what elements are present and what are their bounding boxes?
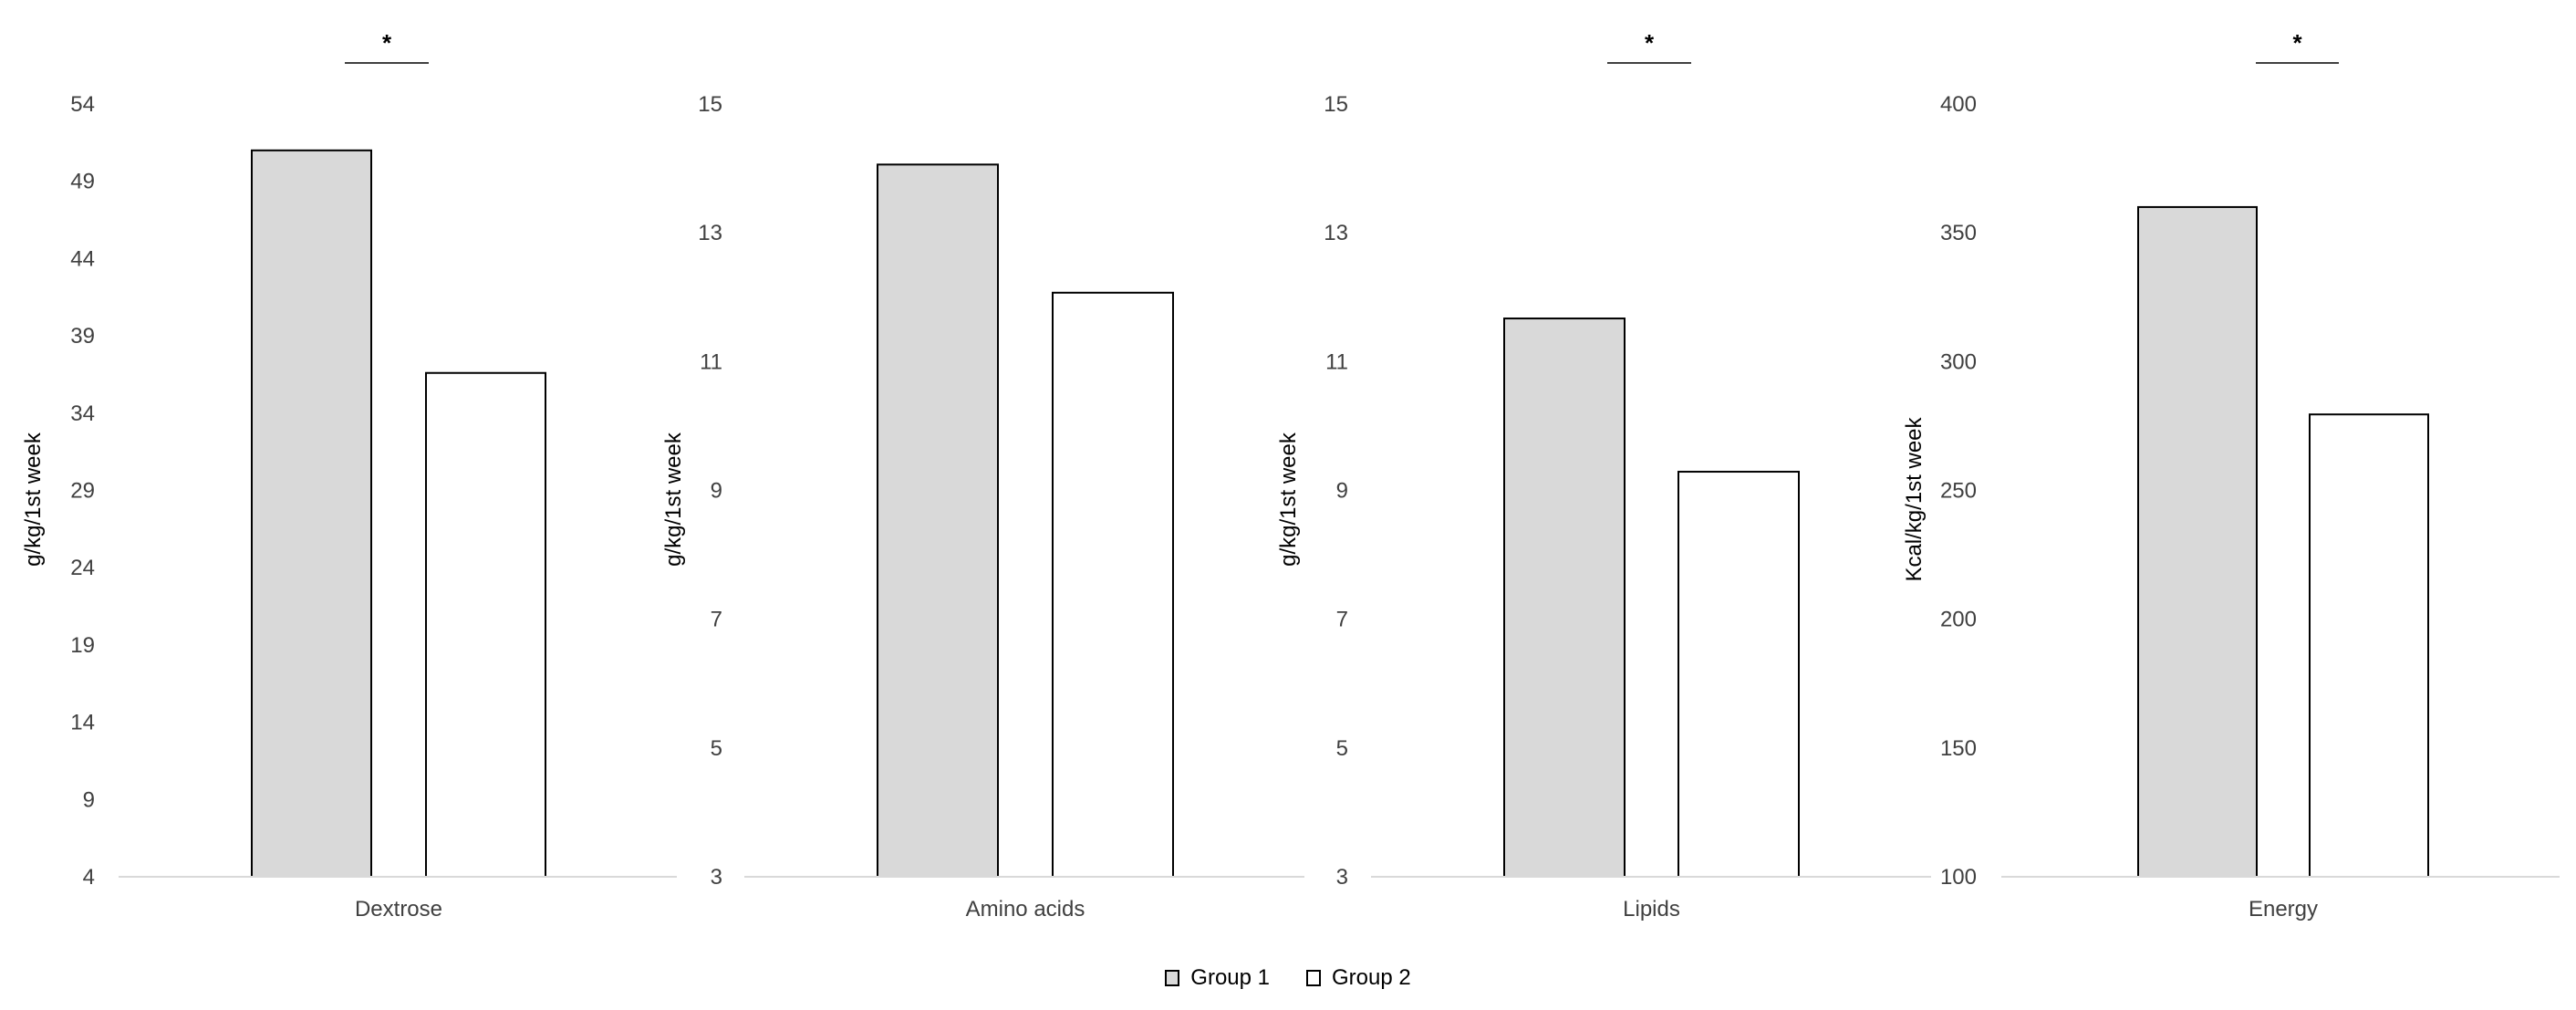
chart-panel-4: 100 150 200 250 300 350 400 Kcal/kg/1st week Ene…: [1902, 29, 2560, 921]
y-tick-label: 15: [1324, 92, 1348, 117]
bar-group-1: [1503, 318, 1626, 879]
y-tick-label: 9: [1336, 479, 1348, 504]
y-tick-label: 400: [1940, 92, 1977, 117]
y-tick-label: 44: [70, 246, 95, 271]
x-category-label: Lipids: [1623, 897, 1680, 921]
y-tick-label: 9: [83, 787, 95, 812]
y-tick-label: 7: [1336, 608, 1348, 632]
legend-item-group-1: Group 1: [1165, 965, 1270, 991]
x-category-label: Dextrose: [355, 897, 442, 921]
bar-group-2: [2309, 413, 2429, 878]
bar-group-1: [251, 149, 372, 878]
y-axis-label: g/kg/1st week: [1276, 432, 1301, 567]
y-tick-label: 3: [1336, 865, 1348, 890]
x-category-label: Amino acids: [966, 897, 1085, 921]
significance-marker: *: [2292, 29, 2302, 57]
legend-label-group-2: Group 2: [1332, 965, 1411, 990]
legend-swatch-group-2: [1306, 970, 1321, 986]
y-tick-label: 5: [711, 736, 722, 761]
y-tick-label: 200: [1940, 608, 1977, 632]
y-axis-label: Kcal/kg/1st week: [1902, 416, 1927, 581]
y-tick-label: 5: [1336, 736, 1348, 761]
y-tick-label: 300: [1940, 349, 1977, 374]
bar-group-1: [877, 163, 999, 878]
chart-panel-3: 3 5 7 9 11 13 15 g/kg/1st week Lipids *: [1276, 29, 1931, 921]
legend-item-group-2: Group 2: [1306, 965, 1411, 991]
y-tick-label: 54: [70, 92, 95, 117]
y-tick-label: 13: [1324, 221, 1348, 245]
y-tick-label: 250: [1940, 479, 1977, 504]
legend: Group 1 Group 2: [0, 960, 2576, 996]
y-tick-label: 11: [1325, 349, 1348, 374]
y-tick-label: 14: [70, 711, 95, 735]
bar-group-2: [1678, 471, 1800, 878]
x-category-label: Energy: [2249, 897, 2318, 921]
significance-marker: *: [382, 29, 392, 57]
y-tick-label: 24: [70, 556, 95, 580]
y-tick-label: 3: [711, 865, 722, 890]
y-tick-label: 13: [698, 221, 722, 245]
y-tick-label: 29: [70, 479, 95, 504]
legend-swatch-group-1: [1165, 970, 1180, 986]
legend-label-group-1: Group 1: [1190, 965, 1270, 990]
y-tick-label: 7: [711, 608, 722, 632]
y-tick-label: 100: [1940, 865, 1977, 890]
bar-group-1: [2137, 205, 2258, 878]
y-tick-label: 11: [700, 349, 722, 374]
bar-group-2: [1052, 291, 1174, 879]
y-tick-label: 49: [70, 170, 95, 194]
y-tick-label: 19: [70, 633, 95, 658]
significance-marker: *: [1645, 29, 1655, 57]
y-axis-label: g/kg/1st week: [21, 432, 46, 567]
y-axis-label: g/kg/1st week: [661, 432, 686, 567]
y-tick-label: 9: [711, 479, 722, 504]
y-tick-label: 15: [698, 92, 722, 117]
y-tick-label: 350: [1940, 221, 1977, 245]
bar-group-2: [425, 371, 546, 879]
y-tick-label: 150: [1940, 736, 1977, 761]
y-tick-label: 39: [70, 324, 95, 349]
y-tick-label: 34: [70, 401, 95, 426]
chart-panel-2: 3 5 7 9 11 13 15 g/kg/1st week Amino acids: [661, 92, 1304, 921]
y-tick-label: 4: [83, 865, 95, 890]
